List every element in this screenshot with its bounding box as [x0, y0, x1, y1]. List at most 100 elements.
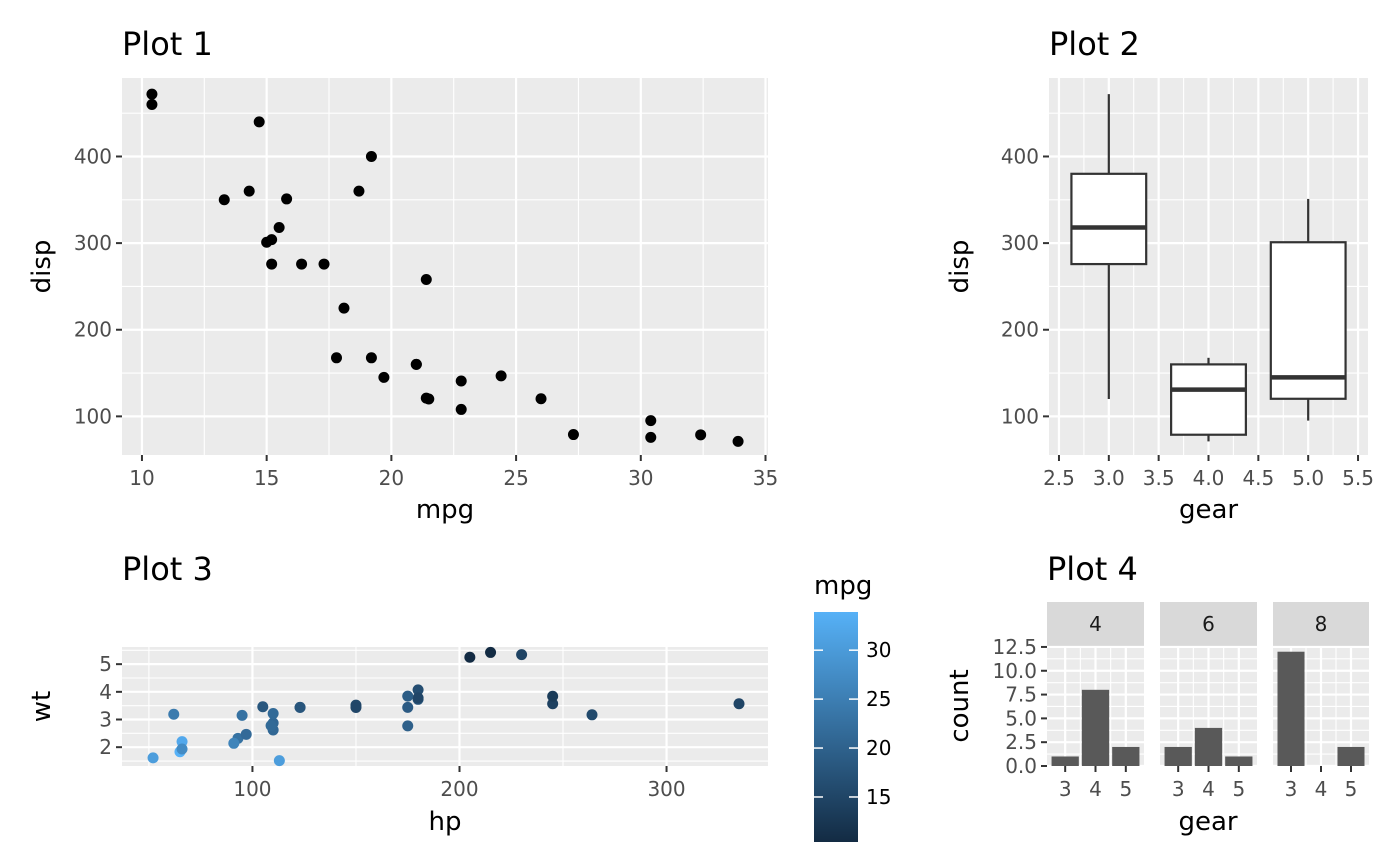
x-axis-title: gear [1179, 495, 1238, 525]
x-tick-label: 4 [1089, 777, 1102, 801]
data-point [350, 701, 362, 713]
bar-gear-3 [1164, 746, 1192, 766]
data-point [338, 302, 350, 314]
x-tick-label: 3 [1172, 777, 1185, 801]
data-point [353, 185, 365, 197]
data-point [645, 415, 657, 427]
facet-strip [1047, 602, 1144, 646]
bar-gear-5 [1112, 746, 1140, 766]
facet-strip-label: 4 [1089, 612, 1102, 636]
bar-gear-5 [1337, 746, 1365, 766]
bar-gear-4 [1194, 727, 1223, 766]
data-point [455, 375, 467, 387]
y-tick-label: 7.5 [1005, 683, 1037, 707]
y-axis-title: count [945, 669, 975, 742]
facet-6: 6 3 4 5 [1160, 602, 1257, 801]
data-point [733, 698, 745, 710]
x-tick-label: 3 [1059, 777, 1072, 801]
data-point [296, 258, 308, 270]
y-tick-label: 200 [74, 318, 112, 342]
data-point [586, 709, 598, 721]
plot-2: 2.5 3.0 3.5 4.0 4.5 5.0 5.5 100 200 300 400 Plot 2 g… [945, 25, 1374, 525]
data-point [236, 709, 248, 721]
x-tick-label: 3 [1285, 777, 1298, 801]
y-axis-title: disp [945, 240, 975, 294]
data-point [273, 222, 285, 234]
chart-title: Plot 3 [122, 550, 213, 588]
data-point [420, 273, 432, 285]
chart-title: Plot 2 [1049, 25, 1140, 63]
x-axis-title: hp [429, 807, 462, 837]
x-tick-label: 4.0 [1193, 466, 1225, 490]
colorbar-label: 15 [866, 785, 891, 809]
box-gear-4 [1170, 357, 1247, 442]
x-tick-label: 4 [1202, 777, 1215, 801]
data-point [547, 690, 559, 702]
bar-gear-4 [1081, 689, 1110, 766]
x-tick-label: 3.5 [1143, 466, 1175, 490]
facet-strip [1160, 602, 1257, 646]
colorbar-label: 25 [866, 687, 891, 711]
data-point [147, 752, 159, 764]
x-tick-label: 5 [1345, 777, 1358, 801]
data-point [420, 392, 432, 404]
y-axis-title: wt [27, 691, 57, 722]
facet-4: 43 4 5 [1047, 602, 1144, 801]
data-point [331, 352, 343, 364]
data-point [240, 728, 252, 740]
facet-strip-label: 6 [1202, 612, 1215, 636]
data-point [402, 720, 414, 732]
facet-strip [1273, 602, 1369, 646]
x-tick-label: 25 [503, 466, 528, 490]
data-point [243, 185, 255, 197]
x-tick-label: 5 [1119, 777, 1132, 801]
data-point [365, 352, 377, 364]
plot-3: 100 200 300 2 3 4 5 Plot 3 hp wt 15 20 25 30 mpg [27, 550, 891, 842]
color-legend: 15 20 25 30 mpg [814, 571, 891, 842]
data-point [695, 429, 707, 441]
facet-strip-label: 8 [1315, 612, 1328, 636]
y-tick-label: 5.0 [1005, 706, 1037, 730]
data-point [168, 708, 180, 720]
chart-title: Plot 1 [122, 25, 213, 63]
x-tick-label: 5.0 [1292, 466, 1324, 490]
bar-gear-3 [1277, 651, 1305, 766]
box-body [1170, 363, 1247, 436]
x-tick-label: 15 [254, 466, 279, 490]
box-body [1070, 172, 1148, 266]
data-point [267, 708, 279, 720]
panel-background [122, 78, 768, 455]
x-tick-label: 3.0 [1093, 466, 1125, 490]
y-tick-label: 2 [99, 735, 112, 759]
data-point [218, 194, 230, 206]
plot-1: 10 15 20 25 30 35 100 200 300 400 Plot 1 mpg disp [27, 25, 778, 525]
x-tick-label: 100 [233, 777, 271, 801]
x-tick-label: 20 [379, 466, 404, 490]
data-point [495, 370, 507, 382]
y-tick-label: 100 [74, 404, 112, 428]
data-point [485, 646, 497, 658]
x-axis-title: gear [1178, 807, 1237, 837]
data-point [257, 701, 269, 713]
colorbar-label: 20 [866, 736, 891, 760]
data-point [281, 193, 293, 205]
box-body [1269, 241, 1347, 400]
y-tick-label: 12.5 [992, 635, 1037, 659]
x-tick-label: 30 [628, 466, 653, 490]
y-tick-label: 4 [99, 680, 112, 704]
x-tick-label: 5.5 [1342, 466, 1374, 490]
bar-gear-3 [1051, 756, 1079, 766]
colorbar [814, 612, 858, 842]
x-tick-label: 35 [753, 466, 778, 490]
y-axis-title: disp [27, 240, 57, 294]
x-tick-label: 200 [440, 777, 478, 801]
y-tick-label: 100 [1001, 404, 1039, 428]
colorbar-label: 30 [866, 638, 891, 662]
legend-title: mpg [814, 571, 872, 601]
y-tick-label: 300 [1001, 231, 1039, 255]
y-tick-label: 300 [74, 231, 112, 255]
data-point [294, 701, 306, 713]
data-point [402, 690, 414, 702]
y-tick-label: 200 [1001, 318, 1039, 342]
